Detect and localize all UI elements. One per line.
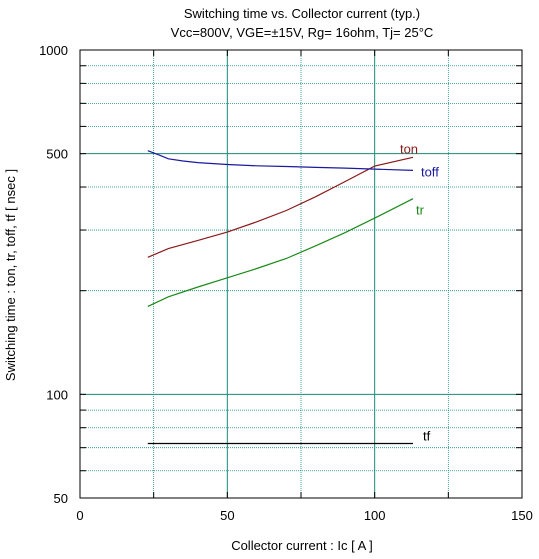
x-tick-label: 150 — [511, 508, 533, 523]
x-axis-label: Collector current : Ic [ A ] — [231, 538, 373, 553]
series-label-toff: toff — [421, 164, 439, 179]
plot-frame — [79, 49, 523, 499]
series-label-tr: tr — [416, 203, 425, 218]
x-tick-label: 50 — [220, 508, 234, 523]
series-label-ton: ton — [400, 141, 418, 156]
series-line-toff — [147, 150, 414, 171]
x-tick-label: 0 — [76, 508, 83, 523]
y-tick-label: 1000 — [39, 43, 68, 58]
series-line-ton — [147, 156, 414, 258]
y-tick-labels: 50 100 500 1000 — [39, 43, 68, 506]
chart-title: Switching time vs. Collector current (ty… — [184, 6, 420, 21]
y-tick-label: 50 — [54, 491, 68, 506]
x-tick-label: 100 — [364, 508, 386, 523]
chart-subtitle: Vcc=800V, VGE=±15V, Rg= 16ohm, Tj= 25°C — [171, 25, 434, 40]
x-tick-labels: 0 50 100 150 — [76, 508, 532, 523]
grid-lines — [80, 50, 522, 498]
y-tick-label: 100 — [46, 387, 68, 402]
series-line-tr — [147, 198, 414, 307]
series-lines — [147, 150, 414, 445]
y-tick-label: 500 — [46, 147, 68, 162]
series-label-tf: tf — [423, 428, 431, 443]
y-axis-label: Switching time : ton, tr, toff, tf [ nse… — [3, 169, 18, 381]
